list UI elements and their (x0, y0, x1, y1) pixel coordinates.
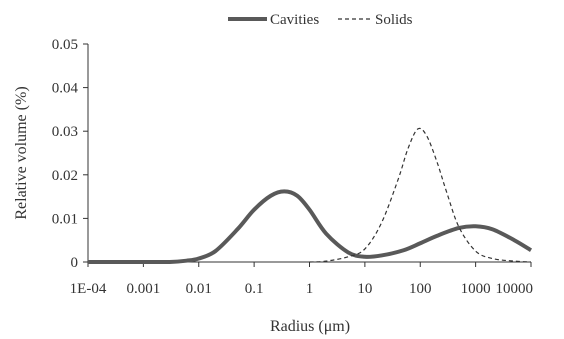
y-tick-label-0: 0 (71, 255, 79, 271)
x-tick-label-10000: 10000 (496, 281, 534, 297)
x-axis-title: Radius (μm) (270, 318, 350, 335)
plot-area: 00.010.020.030.040.05 1E-04 0.001 0.01 0.1 1… (52, 37, 533, 297)
y-tick-label-0-05: 0.05 (52, 37, 78, 53)
y-tick-label-0-02: 0.02 (52, 168, 78, 184)
x-tick-label-0-1: 0.1 (245, 281, 264, 297)
x-tick-label-10: 10 (357, 281, 372, 297)
y-tick-label-0-01: 0.01 (52, 211, 78, 227)
series-line-cavities (88, 189, 533, 264)
y-tick-label-0-03: 0.03 (52, 124, 78, 140)
x-tick-label-1e-04: 1E-04 (70, 281, 107, 297)
series-layer (88, 127, 533, 264)
y-axis-title: Relative volume (%) (13, 86, 30, 219)
x-tick-label-100: 100 (409, 281, 432, 297)
x-tick-label-0-01: 0.01 (186, 281, 212, 297)
x-tick-label-1000: 1000 (461, 281, 491, 297)
legend: Cavities Solids (228, 12, 413, 28)
x-axis-ticks: 1E-04 0.001 0.01 0.1 1 10 100 1000 10000 (70, 262, 533, 297)
y-axis-ticks: 0 0.01 0.02 0.03 0.04 0.05 (52, 37, 88, 271)
x-tick-label-0-001: 0.001 (127, 281, 161, 297)
y-tick-label-0-04: 0.04 (52, 81, 79, 97)
legend-label-solids: Solids (375, 12, 413, 28)
legend-label-cavities: Cavities (270, 12, 319, 28)
series-line-solids (309, 127, 532, 263)
x-tick-label-1: 1 (306, 281, 314, 297)
